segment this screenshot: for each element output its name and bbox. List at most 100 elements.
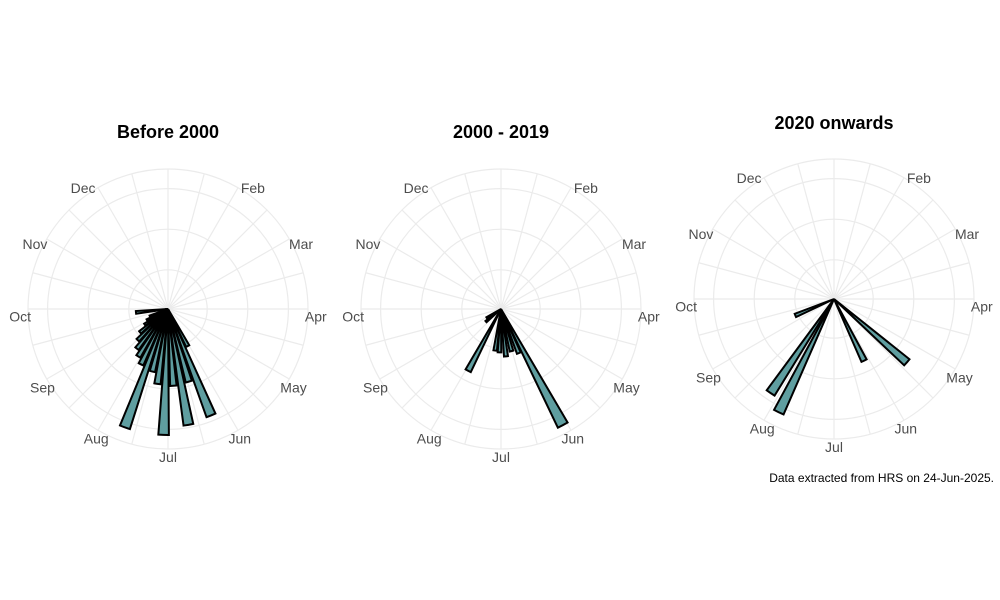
grid-spoke — [833, 298, 970, 336]
grid-spoke — [464, 173, 502, 310]
grid-spoke — [32, 272, 169, 310]
grid-spoke — [167, 272, 304, 310]
month-tick-label: Dec — [71, 180, 96, 196]
bar — [167, 308, 217, 419]
month-tick-label: Aug — [750, 420, 775, 436]
bar — [500, 308, 515, 353]
month-tick-label: Feb — [907, 170, 931, 186]
grid-spoke — [734, 199, 835, 300]
month-tick-label: Jul — [825, 439, 843, 455]
month-tick-label: Jun — [228, 430, 251, 446]
bar — [833, 298, 911, 367]
month-tick-label: Jul — [492, 449, 510, 465]
grid-spoke — [698, 298, 835, 336]
polar-chart-2020-onwards: 2020 onwards Feb Mar Apr May Jun Jul Aug Sep Oct… — [675, 113, 993, 455]
grid-spoke — [500, 308, 637, 346]
grid-spoke — [68, 209, 169, 310]
month-tick-label: Nov — [23, 236, 48, 252]
month-tick-label: Aug — [84, 430, 109, 446]
month-tick-label: Sep — [363, 379, 388, 395]
month-tick-label: Feb — [241, 180, 265, 196]
grid-spoke — [167, 238, 290, 310]
month-tick-label: Dec — [404, 180, 429, 196]
month-labels: Feb Mar Apr May Jun Jul Aug Sep Oct Nov Dec — [342, 180, 660, 465]
month-tick-label: May — [613, 379, 639, 395]
month-tick-label: Mar — [955, 226, 979, 242]
grid-spoke — [734, 298, 835, 399]
bar — [157, 308, 170, 436]
bar — [167, 308, 194, 384]
chart-title: 2000 - 2019 — [453, 122, 549, 142]
grid-spoke — [401, 209, 502, 310]
grid-spoke — [167, 308, 268, 409]
chart-title: Before 2000 — [117, 122, 219, 142]
grid-spoke — [46, 238, 169, 310]
month-tick-label: Oct — [9, 309, 31, 325]
grid-spoke — [833, 298, 871, 435]
polar-chart-2000-2019: 2000 - 2019 Feb Mar Apr May Jun Jul Aug Sep Oct N… — [342, 122, 660, 465]
bar — [134, 308, 169, 315]
grid-spoke — [500, 308, 623, 380]
grid-spoke — [763, 177, 835, 300]
month-tick-label: Sep — [696, 369, 721, 385]
grid-spoke — [167, 173, 205, 310]
month-tick-label: Nov — [689, 226, 714, 242]
bars — [118, 308, 217, 436]
grid-spoke — [712, 298, 835, 370]
bar — [167, 308, 178, 387]
grid-spoke — [500, 173, 538, 310]
polar-chart-before-2000: Before 2000 Feb Mar Apr May Jun Jul Aug Sep Oct N… — [9, 122, 327, 465]
month-tick-label: Aug — [417, 430, 442, 446]
grid-spoke — [500, 238, 623, 310]
bar — [500, 308, 522, 356]
grid-spoke — [167, 308, 290, 380]
month-tick-label: Feb — [574, 180, 598, 196]
bar — [765, 298, 835, 397]
grid-spoke — [464, 308, 502, 445]
grid-spoke — [365, 272, 502, 310]
bars — [464, 308, 569, 430]
month-tick-label: Mar — [289, 236, 313, 252]
bar — [148, 308, 169, 319]
month-tick-label: Oct — [342, 309, 364, 325]
data-source-caption: Data extracted from HRS on 24-Jun-2025. — [769, 471, 994, 485]
grid-spoke — [833, 163, 871, 300]
month-tick-label: Apr — [638, 309, 660, 325]
bar — [833, 298, 868, 364]
month-tick-label: Jun — [561, 430, 584, 446]
bar — [485, 308, 502, 320]
grid-spoke — [401, 308, 502, 409]
grid-spoke — [500, 187, 572, 310]
grid-spoke — [167, 187, 239, 310]
bar — [772, 298, 835, 416]
month-tick-label: Apr — [971, 299, 993, 315]
grid-spoke — [500, 308, 601, 409]
bars — [765, 298, 911, 416]
grid-spoke — [833, 298, 956, 370]
bar — [118, 308, 169, 431]
month-tick-label: Oct — [675, 299, 697, 315]
grid-spoke — [32, 308, 169, 346]
grid-spoke — [500, 209, 601, 310]
grid-spoke — [833, 177, 905, 300]
bar — [500, 308, 569, 430]
grid-spoke — [430, 187, 502, 310]
month-tick-label: Jul — [159, 449, 177, 465]
month-tick-label: May — [946, 369, 972, 385]
bar — [167, 308, 195, 427]
grid-spoke — [365, 308, 502, 346]
bar — [500, 308, 510, 358]
month-labels: Feb Mar Apr May Jun Jul Aug Sep Oct Nov Dec — [675, 170, 993, 455]
grid-spoke — [379, 308, 502, 380]
grid-spoke — [500, 272, 637, 310]
grid-spoke — [797, 163, 835, 300]
month-tick-label: Nov — [356, 236, 381, 252]
month-tick-label: Apr — [305, 309, 327, 325]
bar — [464, 308, 502, 374]
grid-spoke — [712, 228, 835, 300]
chart-title: 2020 onwards — [774, 113, 893, 133]
grid-spoke — [167, 308, 304, 346]
grid-spoke — [167, 209, 268, 310]
bar — [793, 298, 835, 319]
